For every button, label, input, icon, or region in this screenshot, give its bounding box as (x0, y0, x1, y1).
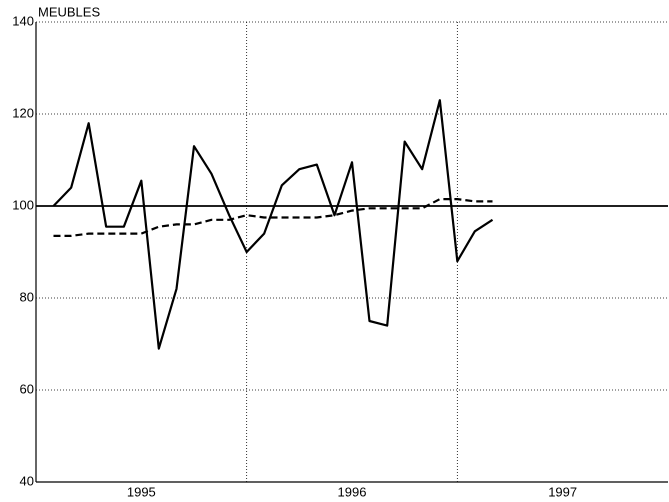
y-tick-label: 60 (20, 381, 34, 396)
x-tick-label: 1996 (338, 484, 367, 499)
x-tick-label: 1995 (127, 484, 156, 499)
line-series (53, 198, 493, 237)
line-series (52, 99, 494, 350)
y-tick-label: 40 (20, 473, 34, 488)
y-tick-label: 80 (20, 289, 34, 304)
y-tick-label: 140 (12, 13, 34, 28)
y-tick-label: 100 (12, 197, 34, 212)
x-tick-label: 1997 (548, 484, 577, 499)
chart-title: MEUBLES (38, 4, 100, 19)
y-tick-label: 120 (12, 105, 34, 120)
